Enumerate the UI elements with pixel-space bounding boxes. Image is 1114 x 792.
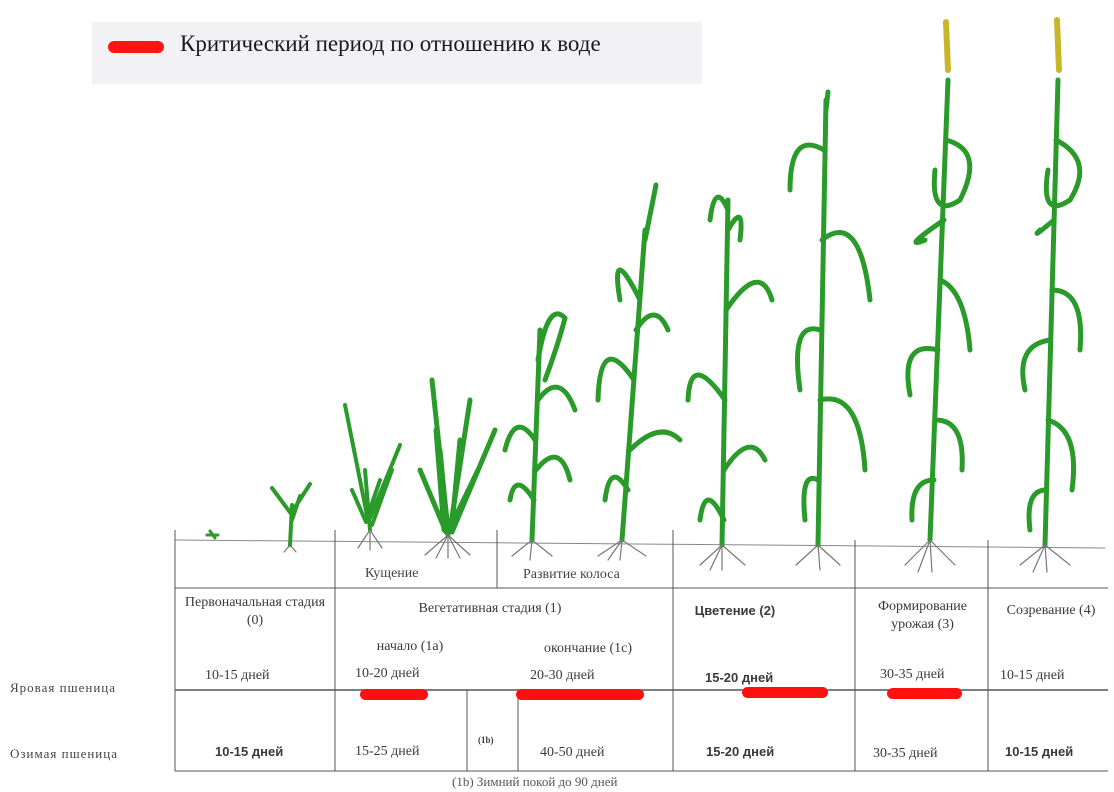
legend-box — [92, 22, 702, 84]
spring-veg-start-value: 10-20 дней — [355, 666, 420, 681]
roots — [283, 529, 1071, 573]
winter-ripening-value: 10-15 дней — [1005, 744, 1074, 759]
ground-line — [174, 539, 1106, 549]
spring-yield-value: 30-35 дней — [880, 667, 945, 682]
winter-initial-value: 10-15 дней — [215, 744, 284, 759]
plant-seed — [205, 529, 220, 540]
spring-initial-value: 10-15 дней — [205, 668, 270, 683]
spring-veg-end-value: 20-30 дней — [530, 668, 595, 683]
spring-flowering-value: 15-20 дней — [705, 670, 774, 685]
critical-mark-veg-start — [360, 689, 428, 700]
stage-table-grid — [174, 530, 1108, 772]
caption-tillering: Кущение — [365, 566, 419, 581]
plant-ear-dev-2 — [595, 182, 683, 543]
spring-ripening-value: 10-15 дней — [1000, 668, 1065, 683]
critical-mark-flowering — [742, 687, 828, 698]
stage-initial: Первоначальная стадия (0) — [184, 595, 326, 628]
plant-flowering-1 — [685, 194, 775, 548]
stage-flowering: Цветение (2) — [694, 603, 776, 618]
row-label-spring-wheat: Яровая пшеница — [10, 680, 117, 695]
plant-ripening — [1020, 77, 1084, 548]
row-label-winter-wheat: Озимая пшеница — [10, 746, 118, 761]
winter-flowering-value: 15-20 дней — [706, 744, 775, 759]
stage-ripening: Созревание (4) — [1006, 603, 1096, 618]
winter-dormancy-marker: (1b) — [478, 735, 494, 745]
plant-yield-formation — [905, 77, 973, 543]
legend-label: Критический период по отношению к воде — [180, 31, 601, 56]
winter-veg-end-value: 40-50 дней — [540, 745, 605, 760]
critical-mark-veg-end — [516, 689, 644, 700]
plant-flowering-2 — [787, 89, 873, 548]
plant-tillering-2 — [417, 377, 498, 538]
legend-red-swatch — [108, 41, 164, 53]
stage-yield-formation: Формирование урожая (3) — [877, 599, 968, 632]
stage-vegetative: Вегетативная стадия (1) — [418, 601, 562, 616]
critical-mark-yield — [887, 688, 962, 699]
plant-ear-dev-1 — [502, 311, 578, 543]
caption-ear-development: Развитие колоса — [523, 567, 620, 582]
stage-vegetative-end: окончание (1с) — [543, 641, 633, 656]
footnote-dormancy: (1b) Зимний покой до 90 дней — [452, 774, 618, 789]
wheat-ears — [943, 17, 1062, 73]
plant-tillering-1 — [343, 403, 402, 532]
winter-yield-value: 30-35 дней — [873, 746, 938, 761]
winter-veg-start-value: 15-25 дней — [355, 744, 420, 759]
stage-vegetative-start: начало (1а) — [376, 639, 444, 654]
plants-illustration — [174, 17, 1106, 573]
plant-seedling — [270, 482, 312, 547]
